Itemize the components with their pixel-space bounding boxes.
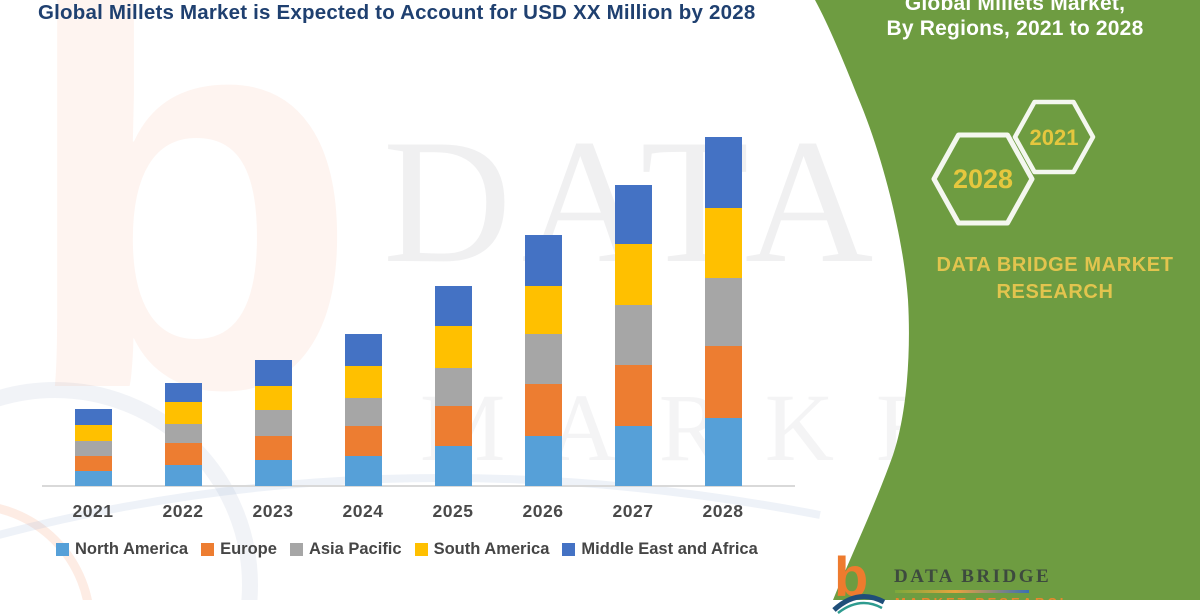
bar-2027 — [614, 185, 652, 486]
bar-2024 — [344, 334, 382, 486]
bar-segment-2027-europe — [614, 365, 652, 426]
bar-segment-2021-north-america — [74, 471, 112, 486]
hexagon-2021-shape — [1012, 99, 1096, 175]
legend-item-south-america: South America — [414, 540, 550, 559]
bar-segment-2023-asia-pacific — [254, 410, 292, 436]
legend-item-europe: Europe — [201, 540, 277, 559]
brand-text: DATA BRIDGE MARKET RESEARCH — [900, 252, 1200, 306]
bar-segment-2028-north-america — [704, 418, 742, 486]
hexagon-2028-shape — [931, 132, 1035, 226]
legend-item-north-america: North America — [56, 540, 188, 559]
bar-segment-2022-asia-pacific — [164, 424, 202, 443]
hexagon-2028-label: 2028 — [953, 164, 1013, 194]
bar-segment-2021-europe — [74, 456, 112, 471]
bar-segment-2028-south-america — [704, 208, 742, 278]
bar-segment-2026-middle-east-and-africa — [524, 235, 562, 286]
panel-heading-line1: Global Millets Market, — [904, 0, 1126, 15]
bar-segment-2028-europe — [704, 346, 742, 418]
bar-2023 — [254, 360, 292, 486]
bar-segment-2025-asia-pacific — [434, 368, 472, 406]
bar-segment-2025-middle-east-and-africa — [434, 286, 472, 326]
legend-swatch-icon — [201, 543, 215, 556]
legend-label: South America — [433, 540, 550, 558]
x-axis-label-2027: 2027 — [612, 501, 654, 521]
bar-segment-2025-south-america — [434, 326, 472, 368]
bar-segment-2027-south-america — [614, 244, 652, 305]
legend-label: Middle East and Africa — [581, 540, 758, 558]
chart-title: Global Millets Market is Expected to Acc… — [38, 1, 756, 24]
footer-logo-underline — [895, 590, 1029, 593]
bar-segment-2022-north-america — [164, 465, 202, 486]
bar-segment-2024-south-america — [344, 366, 382, 398]
footer-logo-name: DATA BRIDGE — [894, 566, 1052, 587]
bar-segment-2023-south-america — [254, 386, 292, 410]
bar-segment-2024-europe — [344, 426, 382, 456]
bar-segment-2026-south-america — [524, 286, 562, 334]
bar-segment-2025-europe — [434, 406, 472, 446]
stacked-bar-chart: 2021 2022 2023 2024 2025 2026 2027 2028 — [42, 137, 795, 521]
x-axis-line — [42, 485, 795, 487]
footer-logo-subtitle: MARKET RESEARCH — [895, 595, 1065, 600]
bar-segment-2025-north-america — [434, 446, 472, 486]
legend-swatch-icon — [56, 543, 69, 556]
hexagon-2021-label: 2021 — [1030, 125, 1079, 150]
bar-segment-2024-asia-pacific — [344, 398, 382, 426]
x-axis-label-2028: 2028 — [702, 501, 744, 521]
legend-item-middle-east-and-africa: Middle East and Africa — [562, 540, 758, 559]
bar-2028 — [704, 137, 742, 486]
bar-segment-2021-middle-east-and-africa — [74, 409, 112, 425]
bar-segment-2022-south-america — [164, 402, 202, 424]
bar-segment-2027-asia-pacific — [614, 305, 652, 365]
x-axis-label-2023: 2023 — [252, 501, 294, 521]
bar-segment-2026-europe — [524, 384, 562, 436]
bar-segment-2023-middle-east-and-africa — [254, 360, 292, 386]
x-axis-label-2026: 2026 — [522, 501, 564, 521]
bar-segment-2026-asia-pacific — [524, 334, 562, 384]
bar-2026 — [524, 235, 562, 486]
bar-segment-2021-south-america — [74, 425, 112, 441]
bar-segment-2024-north-america — [344, 456, 382, 486]
legend-label: Europe — [220, 540, 277, 558]
bar-segment-2028-asia-pacific — [704, 278, 742, 346]
bar-segment-2024-middle-east-and-africa — [344, 334, 382, 366]
bar-segment-2027-middle-east-and-africa — [614, 185, 652, 244]
bar-segment-2022-europe — [164, 443, 202, 465]
legend-swatch-icon — [562, 543, 576, 556]
panel-heading-line2: By Regions, 2021 to 2028 — [886, 17, 1144, 40]
footer-logo-swoosh-icon — [832, 594, 886, 614]
bar-2021 — [74, 409, 112, 486]
bar-2025 — [434, 286, 472, 486]
bar-segment-2023-europe — [254, 436, 292, 460]
legend-label: Asia Pacific — [308, 540, 402, 558]
bar-2022 — [164, 383, 202, 486]
bar-segment-2022-middle-east-and-africa — [164, 383, 202, 402]
x-axis-label-2024: 2024 — [342, 501, 384, 521]
bar-segment-2027-north-america — [614, 426, 652, 486]
bar-segment-2028-middle-east-and-africa — [704, 137, 742, 208]
legend-swatch-icon — [414, 543, 428, 556]
x-axis-label-2022: 2022 — [162, 501, 204, 521]
chart-legend: North America Europe Asia Pacific South Ame… — [56, 540, 796, 559]
panel-heading: Global Millets Market, By Regions, 2021 … — [845, 0, 1185, 41]
legend-label: North America — [75, 540, 189, 558]
bar-segment-2026-north-america — [524, 436, 562, 486]
brand-text-line2: RESEARCH — [996, 281, 1114, 303]
bar-segment-2021-asia-pacific — [74, 441, 112, 456]
x-axis-label-2025: 2025 — [432, 501, 474, 521]
legend-swatch-icon — [289, 543, 303, 556]
x-axis-label-2021: 2021 — [72, 501, 114, 521]
bar-segment-2023-north-america — [254, 460, 292, 486]
brand-text-line1: DATA BRIDGE MARKET — [936, 254, 1174, 276]
legend-item-asia-pacific: Asia Pacific — [289, 540, 402, 559]
